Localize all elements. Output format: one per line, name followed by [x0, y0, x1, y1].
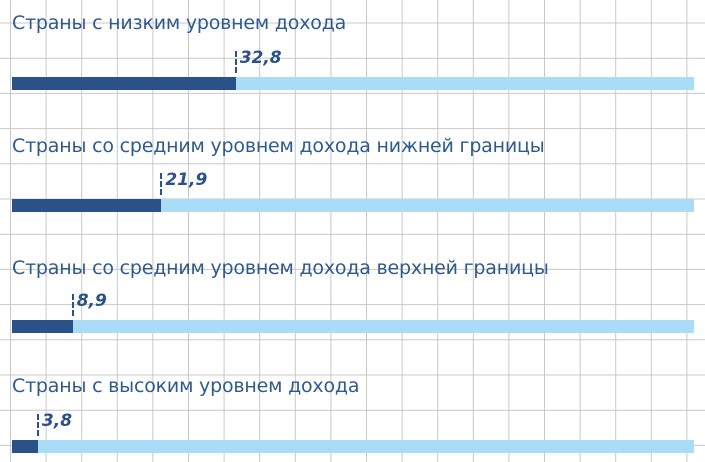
- value-label: 32,8: [239, 48, 282, 68]
- bar-remainder: [12, 320, 694, 333]
- category-label: Страны с высоким уровнем дохода: [12, 375, 360, 397]
- bar-value: [12, 320, 73, 333]
- bar-remainder: [12, 77, 694, 90]
- category-label: Страны со средним уровнем дохода нижней …: [12, 135, 545, 157]
- bar-value: [12, 440, 38, 453]
- category-label: Страны с низким уровнем дохода: [12, 12, 347, 34]
- category-label: Страны со средним уровнем дохода верхней…: [12, 257, 549, 279]
- value-label: 21,9: [165, 170, 208, 190]
- bar-value: [12, 77, 236, 90]
- value-marker: [234, 51, 237, 73]
- bar-remainder: [12, 440, 694, 453]
- value-marker: [71, 294, 74, 316]
- value-marker: [36, 414, 39, 436]
- bar-value: [12, 199, 162, 212]
- bar-remainder: [12, 199, 694, 212]
- value-marker: [160, 173, 163, 195]
- value-label: 8,9: [76, 291, 107, 311]
- value-label: 3,8: [41, 411, 73, 431]
